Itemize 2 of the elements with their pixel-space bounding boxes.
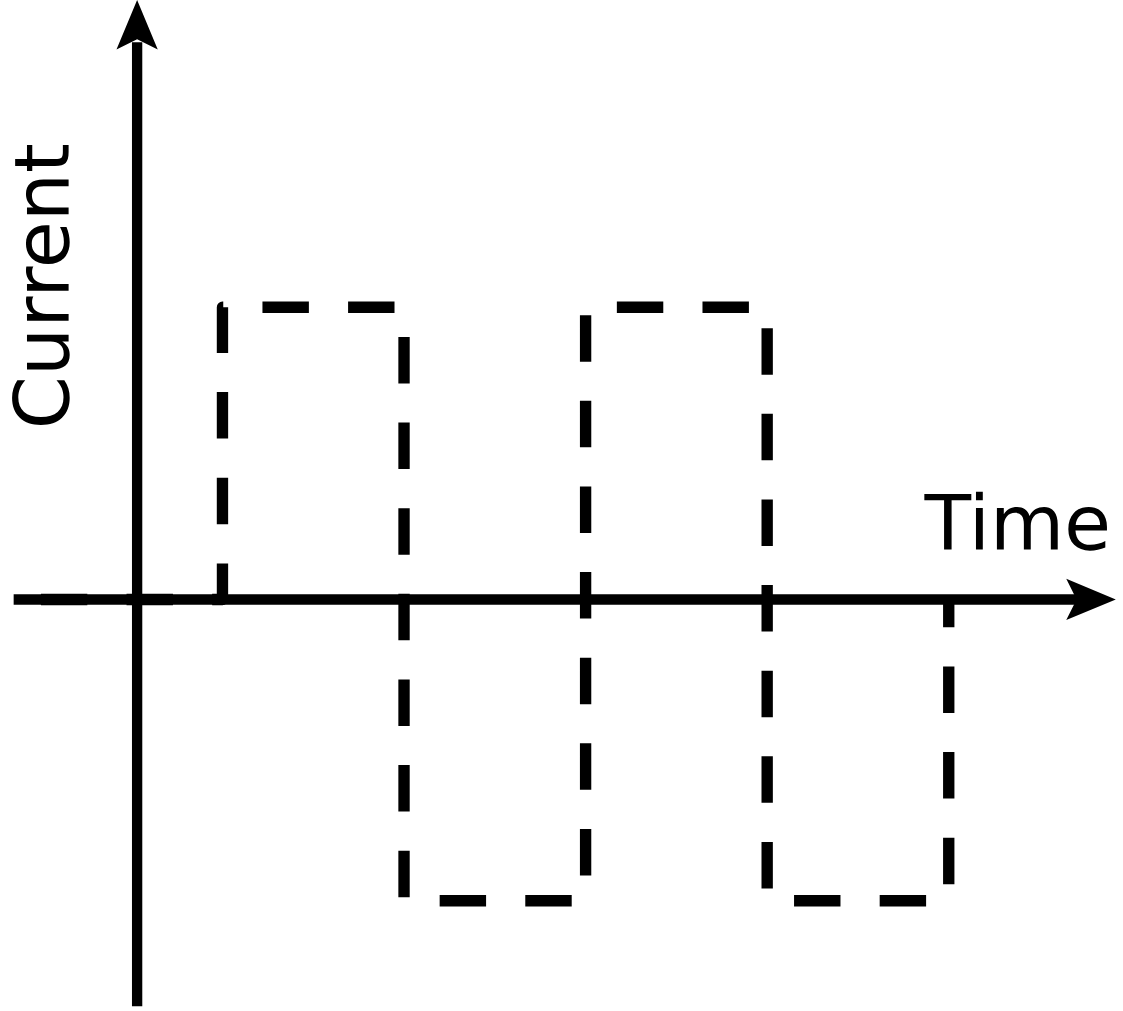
x-axis-title: Time <box>924 491 1107 551</box>
y-axis-title: Current <box>12 144 70 425</box>
